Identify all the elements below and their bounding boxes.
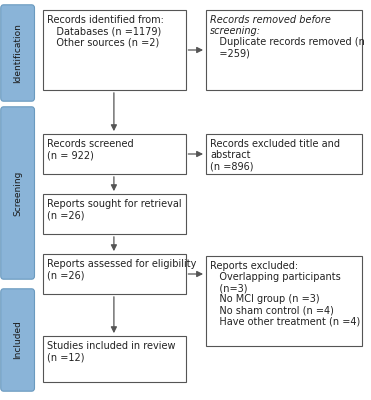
FancyBboxPatch shape <box>1 5 35 101</box>
FancyBboxPatch shape <box>43 336 186 382</box>
FancyBboxPatch shape <box>206 134 362 174</box>
Text: (n =26): (n =26) <box>47 210 85 220</box>
Text: Identification: Identification <box>13 23 22 83</box>
Text: Duplicate records removed (n: Duplicate records removed (n <box>210 37 365 47</box>
FancyBboxPatch shape <box>206 10 362 90</box>
Text: (n =896): (n =896) <box>210 161 254 171</box>
Text: No sham control (n =4): No sham control (n =4) <box>210 306 334 316</box>
FancyBboxPatch shape <box>43 194 186 234</box>
FancyBboxPatch shape <box>1 107 35 279</box>
Text: Included: Included <box>13 320 22 360</box>
Text: (n =12): (n =12) <box>47 352 85 362</box>
Text: Studies included in review: Studies included in review <box>47 341 175 351</box>
Text: screening:: screening: <box>210 26 261 36</box>
Text: Other sources (n =2): Other sources (n =2) <box>47 37 160 47</box>
Text: Reports excluded:: Reports excluded: <box>210 261 299 271</box>
Text: Records removed before: Records removed before <box>210 15 331 25</box>
Text: Records screened: Records screened <box>47 139 134 149</box>
Text: (n =26): (n =26) <box>47 270 85 280</box>
FancyBboxPatch shape <box>43 10 186 90</box>
FancyBboxPatch shape <box>206 256 362 346</box>
Text: Screening: Screening <box>13 170 22 216</box>
Text: (n=3): (n=3) <box>210 283 248 293</box>
Text: Have other treatment (n =4): Have other treatment (n =4) <box>210 317 361 327</box>
Text: Databases (n =1179): Databases (n =1179) <box>47 26 161 36</box>
Text: Overlapping participants: Overlapping participants <box>210 272 341 282</box>
FancyBboxPatch shape <box>43 134 186 174</box>
Text: Reports assessed for eligibility: Reports assessed for eligibility <box>47 259 197 269</box>
Text: =259): =259) <box>210 48 250 58</box>
Text: Records excluded title and: Records excluded title and <box>210 139 340 149</box>
Text: Reports sought for retrieval: Reports sought for retrieval <box>47 199 182 209</box>
FancyBboxPatch shape <box>43 254 186 294</box>
Text: Records identified from:: Records identified from: <box>47 15 164 25</box>
Text: No MCI group (n =3): No MCI group (n =3) <box>210 294 320 304</box>
Text: abstract: abstract <box>210 150 251 160</box>
FancyBboxPatch shape <box>1 289 35 391</box>
Text: (n = 922): (n = 922) <box>47 150 94 160</box>
